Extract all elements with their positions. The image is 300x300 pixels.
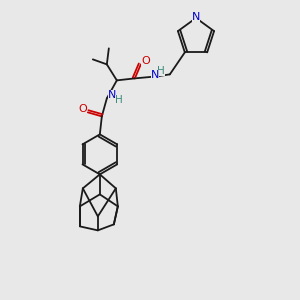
Text: O: O xyxy=(79,104,87,114)
Text: N: N xyxy=(108,90,116,100)
Text: H: H xyxy=(115,95,123,105)
Text: O: O xyxy=(142,56,150,66)
Text: H: H xyxy=(157,66,165,76)
Text: N: N xyxy=(151,70,159,80)
Text: N: N xyxy=(192,12,200,22)
